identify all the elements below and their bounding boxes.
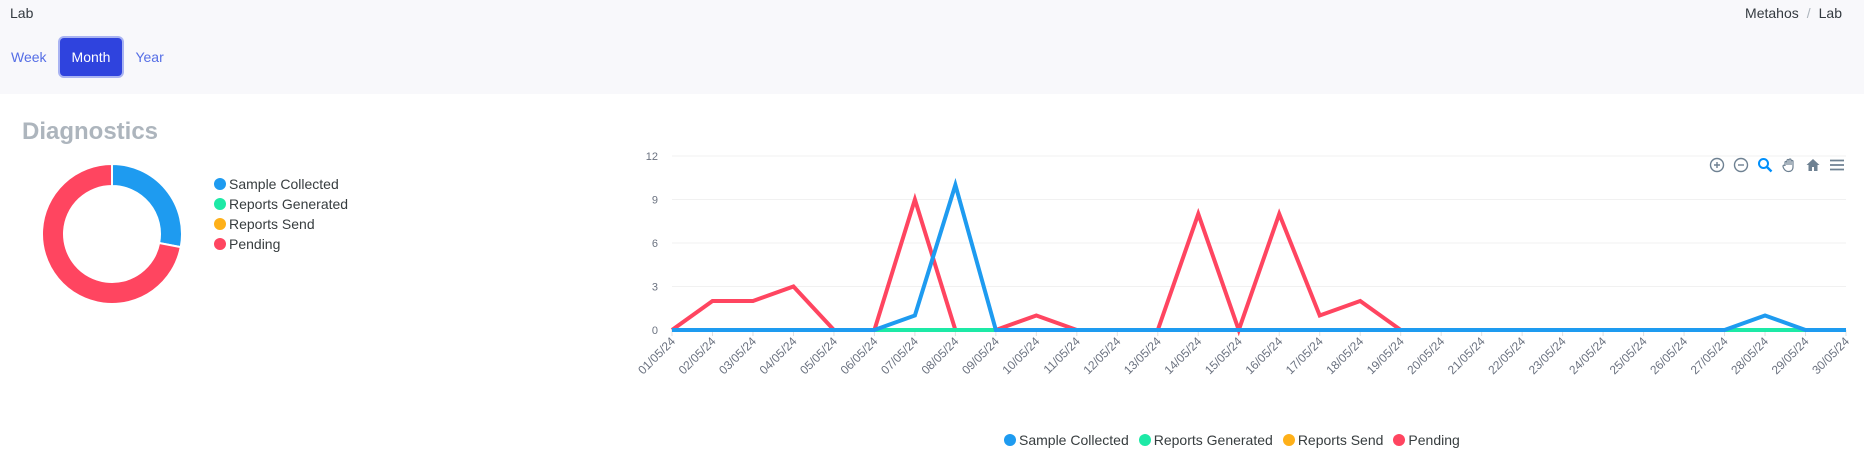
donut-slice-sample-collected[interactable]: [111, 162, 183, 249]
x-tick-label: 18/05/24: [1323, 334, 1366, 377]
x-tick-label: 12/05/24: [1080, 334, 1123, 377]
x-tick-label: 03/05/24: [716, 334, 759, 377]
x-tick-label: 07/05/24: [878, 334, 921, 377]
breadcrumb-item-lab: Lab: [1818, 5, 1842, 21]
month-button[interactable]: Month: [59, 38, 123, 76]
x-tick-label: 27/05/24: [1688, 334, 1731, 377]
legend-label: Reports Generated: [1153, 432, 1273, 448]
breadcrumb: Metahos / Lab: [1745, 5, 1842, 21]
zoom-in-icon[interactable]: [1708, 156, 1726, 174]
x-tick-label: 21/05/24: [1445, 334, 1488, 377]
legend-marker-sample-collected: [214, 178, 226, 190]
x-tick-label: 26/05/24: [1647, 334, 1690, 377]
legend-marker-sample-collected: [1004, 434, 1016, 446]
x-tick-label: 01/05/24: [635, 334, 678, 377]
week-button[interactable]: Week: [0, 38, 58, 76]
legend-label: Sample Collected: [229, 176, 339, 192]
legend-label: Reports Send: [1297, 432, 1384, 448]
line-chart: 0 3 6 9 12 01/05/2402/05/2403/05/2404/05/2405…: [635, 151, 1850, 377]
donut-legend: Sample Collected Reports Generated Repor…: [214, 174, 348, 254]
x-tick-label: 23/05/24: [1526, 334, 1569, 377]
x-tick-label: 14/05/24: [1161, 334, 1204, 377]
legend-item-reports-generated[interactable]: Reports Generated: [1138, 430, 1273, 450]
x-tick-label: 19/05/24: [1364, 334, 1407, 377]
legend-marker-pending: [1393, 434, 1406, 446]
legend-label: Sample Collected: [1019, 432, 1129, 448]
y-tick-label: 3: [652, 282, 658, 294]
x-tick-label: 04/05/24: [757, 334, 800, 377]
legend-marker-reports-send: [214, 218, 226, 230]
y-tick-label: 9: [652, 195, 658, 207]
legend-item-pending[interactable]: Pending: [1393, 430, 1460, 450]
legend-item-pending[interactable]: Pending: [214, 234, 348, 254]
x-tick-label: 02/05/24: [676, 334, 719, 377]
x-tick-label: 09/05/24: [959, 334, 1002, 377]
legend-label: Pending: [1408, 432, 1460, 448]
legend-marker-pending: [214, 238, 226, 250]
x-tick-label: 17/05/24: [1283, 334, 1326, 377]
x-tick-label: 22/05/24: [1485, 334, 1528, 377]
legend-item-sample-collected[interactable]: Sample Collected: [214, 174, 348, 194]
legend-item-reports-generated[interactable]: Reports Generated: [214, 194, 348, 214]
series-line-pending[interactable]: [670, 192, 1846, 337]
x-tick-label: 30/05/24: [1809, 334, 1850, 377]
legend-label: Pending: [229, 236, 281, 252]
x-tick-label: 25/05/24: [1607, 334, 1650, 377]
line-chart-legend: Sample Collected Reports Generated Repor…: [1004, 430, 1460, 450]
x-tick-label: 10/05/24: [1000, 334, 1043, 377]
legend-label: Reports Generated: [229, 196, 349, 212]
legend-item-reports-send[interactable]: Reports Send: [1282, 430, 1384, 450]
legend-item-sample-collected[interactable]: Sample Collected: [1004, 430, 1129, 450]
page-title: Lab: [10, 5, 34, 21]
breadcrumb-separator: /: [1806, 5, 1811, 21]
top-bar: Lab Metahos / Lab: [0, 0, 1864, 30]
series-line-sample-collected[interactable]: [672, 177, 1846, 332]
zoom-out-icon[interactable]: [1732, 156, 1750, 174]
card-title: Diagnostics: [22, 118, 159, 145]
time-range-selector: Week Month Year: [0, 37, 175, 77]
x-tick-label: 05/05/24: [797, 334, 840, 377]
y-tick-label: 6: [652, 238, 658, 250]
year-button[interactable]: Year: [124, 38, 174, 76]
legend-item-reports-send[interactable]: Reports Send: [214, 214, 348, 234]
legend-marker-reports-generated: [214, 198, 226, 210]
zoom-select-icon[interactable]: [1756, 156, 1774, 174]
donut-slice-pending[interactable]: [41, 162, 182, 305]
home-reset-icon[interactable]: [1804, 156, 1822, 174]
x-tick-label: 24/05/24: [1566, 334, 1609, 377]
x-tick-label: 15/05/24: [1202, 334, 1245, 377]
x-tick-label: 13/05/24: [1121, 334, 1164, 377]
y-tick-label: 12: [646, 151, 658, 163]
menu-icon[interactable]: [1828, 156, 1846, 174]
pan-hand-icon[interactable]: [1780, 156, 1798, 174]
x-tick-label: 06/05/24: [838, 334, 881, 377]
legend-marker-reports-send: [1282, 434, 1295, 446]
x-tick-label: 08/05/24: [919, 334, 962, 377]
legend-marker-reports-generated: [1138, 434, 1151, 446]
donut-chart: [41, 162, 183, 305]
diagnostics-card: Diagnostics Sample Collected Reports Gen…: [0, 94, 1864, 475]
legend-label: Reports Send: [229, 216, 315, 232]
x-tick-label: 28/05/24: [1728, 334, 1771, 377]
x-tick-label: 29/05/24: [1769, 334, 1812, 377]
y-tick-label: 0: [652, 325, 658, 337]
chart-toolbar: [1708, 156, 1846, 174]
breadcrumb-item-metahos[interactable]: Metahos: [1745, 5, 1799, 21]
x-tick-label: 11/05/24: [1041, 334, 1084, 377]
x-tick-label: 20/05/24: [1404, 334, 1447, 377]
x-tick-label: 16/05/24: [1242, 334, 1285, 377]
